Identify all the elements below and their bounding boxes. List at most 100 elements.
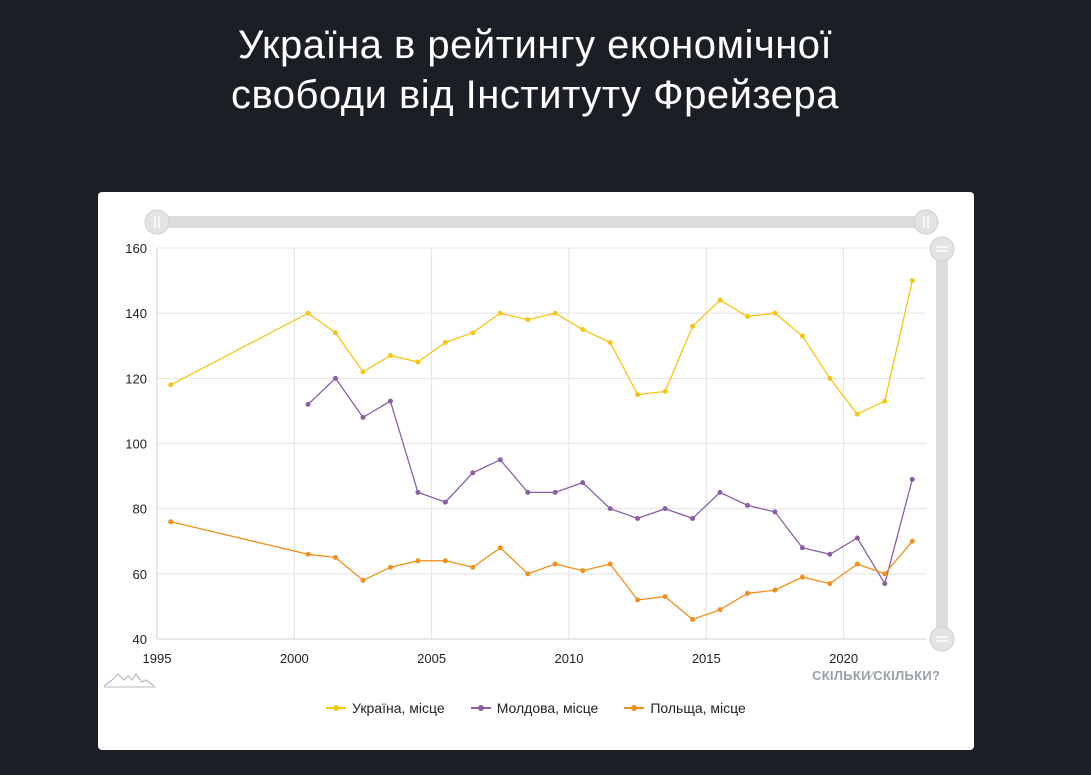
legend-item-moldova[interactable]: Молдова, місце [470, 700, 598, 716]
y-range-slider-top-handle[interactable] [929, 236, 955, 262]
data-point-ukraine [909, 278, 915, 284]
x-tick-label: 2020 [829, 651, 858, 666]
data-point-ukraine [744, 313, 750, 319]
data-point-ukraine [607, 339, 613, 345]
x-range-slider-track[interactable] [150, 216, 933, 228]
data-point-poland [882, 571, 888, 577]
series-moldova [305, 375, 915, 587]
data-point-ukraine [717, 297, 723, 303]
legend-swatch-ukraine [326, 705, 347, 711]
y-tick-label: 100 [125, 437, 147, 452]
data-point-poland [442, 558, 448, 564]
data-point-ukraine [854, 411, 860, 417]
data-point-poland [470, 564, 476, 570]
data-point-poland [168, 519, 174, 525]
data-point-ukraine [470, 330, 476, 336]
data-point-poland [387, 564, 393, 570]
chart-axes: 40 60 80 100 120 140 160 1995 2000 2005 2010 2015 20… [125, 241, 926, 666]
data-point-ukraine [827, 375, 833, 381]
data-point-poland [909, 538, 915, 544]
data-point-ukraine [360, 369, 366, 375]
data-point-ukraine [882, 398, 888, 404]
data-point-ukraine [552, 310, 558, 316]
data-point-poland [635, 597, 641, 603]
y-range-slider-track[interactable] [936, 248, 948, 640]
data-point-ukraine [497, 310, 503, 316]
y-tick-label: 40 [133, 632, 147, 647]
data-point-ukraine [690, 323, 696, 329]
data-point-poland [333, 555, 339, 561]
data-point-ukraine [580, 326, 586, 332]
data-point-ukraine [525, 317, 531, 323]
data-point-ukraine [772, 310, 778, 316]
legend-label-poland: Польща, місце [650, 700, 746, 716]
data-point-poland [690, 616, 696, 622]
data-point-moldova [635, 515, 641, 521]
y-tick-label: 140 [125, 306, 147, 321]
x-tick-label: 2015 [692, 651, 721, 666]
data-point-moldova [360, 414, 366, 420]
data-point-poland [662, 594, 668, 600]
x-range-slider-left-handle[interactable] [144, 209, 170, 235]
chart-grid [156, 247, 926, 640]
data-point-moldova [607, 506, 613, 512]
data-point-ukraine [387, 353, 393, 359]
data-point-moldova [854, 535, 860, 541]
data-point-moldova [387, 398, 393, 404]
page-title: Україна в рейтингу економічної свободи в… [0, 20, 1070, 120]
data-point-poland [360, 577, 366, 583]
data-point-poland [744, 590, 750, 596]
series-poland [168, 519, 915, 622]
chart-legend: Україна, місце Молдова, місце Польща, мі… [98, 700, 974, 716]
data-point-moldova [909, 476, 915, 482]
data-point-poland [497, 545, 503, 551]
data-point-ukraine [635, 392, 641, 398]
data-point-ukraine [333, 330, 339, 336]
x-range-slider-right-handle[interactable] [913, 209, 939, 235]
data-point-poland [607, 561, 613, 567]
data-point-moldova [827, 551, 833, 557]
data-point-moldova [799, 545, 805, 551]
y-tick-label: 120 [125, 371, 147, 386]
legend-item-ukraine[interactable]: Україна, місце [326, 700, 445, 716]
data-point-moldova [305, 401, 311, 407]
brand-separator: ⁄ [870, 668, 874, 683]
legend-item-poland[interactable]: Польща, місце [624, 700, 746, 716]
chart-logo-icon [103, 672, 156, 688]
y-tick-label: 60 [133, 567, 147, 582]
data-point-ukraine [415, 359, 421, 365]
data-point-moldova [442, 499, 448, 505]
y-range-slider-bottom-handle[interactable] [929, 626, 955, 652]
y-tick-label: 160 [125, 241, 147, 256]
data-point-poland [827, 581, 833, 587]
y-tick-label: 80 [133, 502, 147, 517]
brand-right: СКІЛЬКИ? [873, 668, 941, 683]
legend-label-ukraine: Україна, місце [352, 700, 445, 716]
chart-card [98, 192, 974, 750]
data-point-moldova [552, 489, 558, 495]
series-line-poland [170, 521, 913, 621]
data-point-moldova [717, 489, 723, 495]
legend-swatch-poland [624, 705, 645, 711]
data-point-moldova [525, 489, 531, 495]
data-point-moldova [690, 515, 696, 521]
data-point-poland [525, 571, 531, 577]
series-line-ukraine [170, 280, 913, 416]
data-point-moldova [415, 489, 421, 495]
data-point-poland [717, 607, 723, 613]
brand-left: СКІЛЬКИ [812, 668, 871, 683]
x-tick-label: 1995 [143, 651, 172, 666]
chart-series [168, 278, 915, 622]
data-point-poland [854, 561, 860, 567]
data-point-moldova [580, 480, 586, 486]
data-point-poland [772, 587, 778, 593]
data-point-moldova [662, 506, 668, 512]
x-tick-label: 2000 [280, 651, 309, 666]
series-line-moldova [307, 377, 913, 586]
x-tick-label: 2010 [555, 651, 584, 666]
data-point-poland [415, 558, 421, 564]
series-ukraine [168, 278, 915, 417]
data-point-ukraine [662, 388, 668, 394]
data-point-moldova [470, 470, 476, 476]
